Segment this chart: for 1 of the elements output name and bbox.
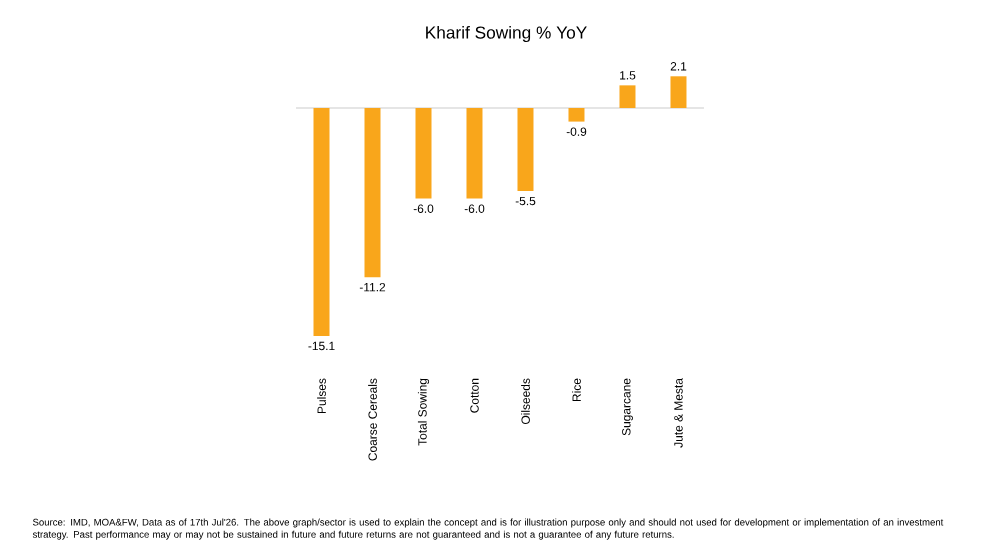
chart-title: Kharif Sowing % YoY [426,25,587,43]
